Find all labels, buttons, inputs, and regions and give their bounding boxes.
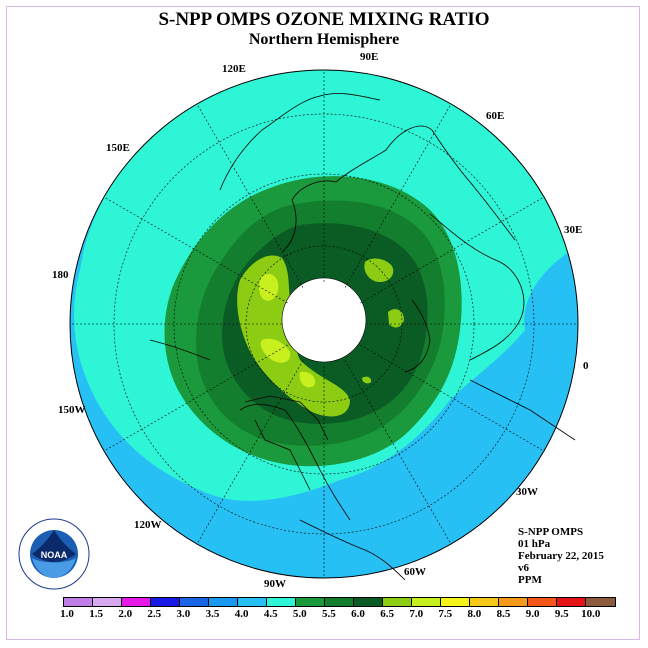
lon-label-0: 0 (583, 360, 589, 372)
colorbar-segment (557, 598, 586, 606)
info-instrument: S-NPP OMPS (518, 526, 584, 538)
colorbar-segment (412, 598, 441, 606)
info-level: 01 hPa (518, 538, 551, 550)
meridian-line (344, 103, 452, 288)
colorbar-segment (499, 598, 528, 606)
meridian-line (196, 360, 304, 545)
colorbar-segment (325, 598, 354, 606)
colorbar-segment (354, 598, 383, 606)
colorbar-tick-label: 3.5 (205, 608, 220, 620)
colorbar-tick-label: 8.0 (467, 608, 482, 620)
colorbar-tick-label: 5.5 (322, 608, 336, 620)
ozone-region-7.0c (299, 371, 316, 388)
meridian-line (196, 103, 304, 288)
info-block: S-NPP OMPS 01 hPa February 22, 2015 v6 P… (518, 526, 604, 586)
colorbar (63, 597, 616, 607)
plot-frame (6, 6, 640, 640)
noaa-logo-text: NOAA (41, 550, 68, 560)
colorbar-segment (296, 598, 325, 606)
colorbar-segment (441, 598, 470, 606)
lon-label-30w: 30W (516, 486, 538, 498)
colorbar-tick-label: 2.0 (118, 608, 133, 620)
colorbar-segment (64, 598, 93, 606)
ozone-region-7.0b (260, 338, 291, 363)
colorbar-segment (383, 598, 412, 606)
lon-label-180: 180 (52, 269, 69, 281)
colorbar-tick-label: 1.5 (89, 608, 103, 620)
meridian-line (103, 196, 288, 304)
colorbar-segment (122, 598, 151, 606)
globe-outline (69, 69, 579, 579)
colorbar-segment (238, 598, 267, 606)
coastlines (149, 93, 576, 581)
map-title: S-NPP OMPS OZONE MIXING RATIO (158, 9, 490, 30)
colorbar-segment (93, 598, 122, 606)
lon-label-120e: 120E (222, 63, 246, 75)
lon-label-150w: 150W (58, 404, 86, 416)
map-subtitle: Northern Hemisphere (248, 31, 400, 48)
colorbar-tick-label: 4.0 (234, 608, 249, 620)
colorbar-segment (470, 598, 499, 606)
colorbar-tick-label: 4.5 (263, 608, 278, 620)
ozone-region-7.0 (259, 273, 279, 301)
info-version: v6 (518, 562, 529, 574)
colorbar-tick-label: 8.5 (496, 608, 511, 620)
meridian-line (344, 360, 452, 545)
colorbar-tick-label: 9.5 (554, 608, 569, 620)
noaa-logo: NOAA (18, 518, 90, 590)
lon-label-60w: 60W (404, 566, 426, 578)
colorbar-segment (209, 598, 238, 606)
ozone-region-6.5b (364, 258, 394, 282)
info-date: February 22, 2015 (518, 550, 604, 562)
lon-label-90w: 90W (264, 578, 286, 590)
colorbar-tick-label: 9.0 (525, 608, 540, 620)
ozone-region-6.5d (362, 376, 372, 384)
lon-label-60e: 60E (486, 110, 505, 122)
meridian-line (103, 344, 288, 452)
colorbar-segment (528, 598, 557, 606)
colorbar-tick-label: 6.5 (380, 608, 394, 620)
colorbar-segment (586, 598, 615, 606)
colorbar-tick-label: 2.5 (147, 608, 162, 620)
meridian-line (360, 196, 545, 304)
colorbar-tick-label: 3.0 (176, 608, 191, 620)
colorbar-tick-label: 5.0 (292, 608, 307, 620)
lon-label-90e: 90E (360, 51, 379, 63)
graticule (70, 70, 578, 578)
colorbar-tick-label: 7.5 (438, 608, 453, 620)
colorbar-tick-label: 1.0 (60, 608, 74, 620)
colorbar-segment (180, 598, 209, 606)
colorbar-tick-label: 6.0 (351, 608, 365, 620)
lon-label-30e: 30E (564, 224, 583, 236)
info-units: PPM (518, 574, 542, 586)
lon-label-120w: 120W (134, 519, 162, 531)
lon-label-150e: 150E (106, 142, 130, 154)
colorbar-segment (151, 598, 180, 606)
colorbar-segment (267, 598, 296, 606)
meridian-line (360, 344, 545, 452)
pole-cap (281, 277, 367, 363)
ozone-region-6.5c (388, 309, 404, 328)
colorbar-tick-label: 10.0 (581, 608, 601, 620)
colorbar-tick-label: 7.0 (409, 608, 424, 620)
